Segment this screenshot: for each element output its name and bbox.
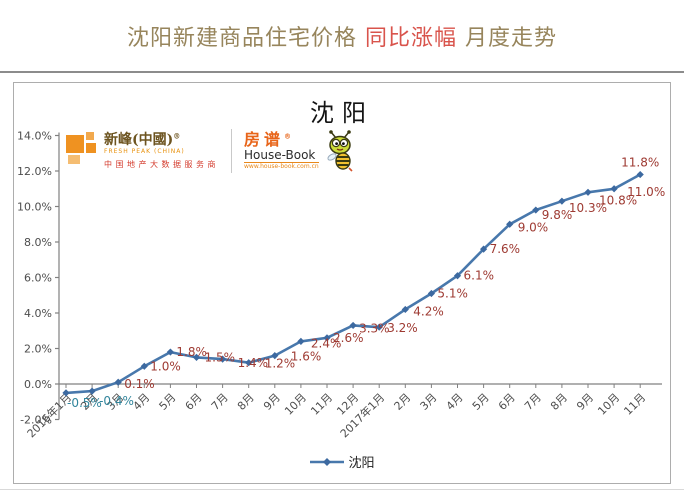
y-axis-tick-label: 10.0% [17,201,52,214]
x-axis-tick-label: 11月 [308,391,335,418]
data-point-label: 11.8% [621,156,659,170]
house-book-logo: 房谱® House-Book www.house-book.com.cn [244,130,359,172]
fresh-peak-name: 新峰(中國)® [104,131,181,149]
data-point-marker [506,220,514,228]
chart-legend: 沈阳 [14,452,670,471]
data-point-label: 1.4% [238,356,269,370]
data-point-label: 3.2% [387,321,418,335]
house-book-name: 房谱® [244,130,292,150]
x-axis-tick-label: 10月 [595,391,622,418]
house-book-subtitle: House-Book [244,147,316,162]
y-axis-tick-label: 14.0% [17,130,52,143]
data-point-label: 0.1% [124,377,155,391]
x-axis-tick-label: 9月 [574,391,596,413]
data-point-marker [636,170,644,179]
x-axis-tick-label: 6月 [496,391,518,413]
data-point-label: 10.3% [569,201,607,215]
x-axis-tick-label: 5月 [157,391,179,413]
data-point-label: 11.0% [627,185,665,199]
data-point-label: -0.4% [99,394,134,408]
data-point-label: 5.1% [437,286,468,300]
page-title-left: 沈阳新建商品住宅价格 [126,26,357,51]
data-point-label: 4.2% [413,304,444,318]
logo-area: 新峰(中國)® FRESH PEAK (CHINA) 中国地产大数据服务商 房谱… [66,129,359,173]
x-axis-tick-label: 5月 [470,391,492,413]
x-axis-tick-label: 2月 [392,391,414,413]
y-axis-tick-label: -2.0% [20,414,52,427]
data-point-label: 3.3% [359,321,390,335]
x-axis-tick-label: 11月 [621,391,648,418]
x-axis-tick-label: 10月 [282,391,309,418]
data-point-marker [323,334,331,342]
data-point-marker [271,352,279,360]
fresh-peak-logo-text: 新峰(中國)® FRESH PEAK (CHINA) 中国地产大数据服务商 [104,132,219,169]
x-axis-tick-label: 7月 [209,391,231,413]
page-title: 沈阳新建商品住宅价格 同比涨幅 月度走势 [0,20,684,52]
x-axis-tick-label: 9月 [261,391,283,413]
data-point-label: 2.4% [311,336,342,350]
data-point-label: 7.6% [490,242,520,256]
fresh-peak-tagline: 中国地产大数据服务商 [104,160,219,170]
x-axis-tick-label: 4月 [444,391,466,413]
y-axis-tick-label: 6.0% [24,272,52,285]
x-axis-tick-label: 8月 [235,391,257,413]
line-chart-plot: 14.0% 12.0% 10.0% 8.0% 6.0% 4.0% 2.0% 0.0% -2.0%… [17,130,665,441]
fresh-peak-subtitle: FRESH PEAK (CHINA) [104,147,185,155]
data-point-marker [114,378,122,386]
x-axis-tick-label: 3月 [418,391,440,413]
data-point-marker [610,185,618,193]
page-title-right: 月度走势 [465,26,558,51]
data-point-marker [349,321,357,330]
chart-title: 沈阳 [310,99,374,127]
data-point-marker [480,245,488,253]
data-point-marker [166,348,174,356]
legend-line-marker-icon [310,457,345,466]
y-axis-tick-label: 12.0% [17,165,52,178]
data-point-label: 9.8% [542,208,573,222]
data-point-label: 9.0% [518,220,549,234]
title-separator-line [0,71,684,73]
fresh-peak-logo: 新峰(中國)® FRESH PEAK (CHINA) 中国地产大数据服务商 [66,132,219,169]
data-point-label: -0.5% [67,396,102,410]
data-point-label: 10.8% [599,193,637,207]
bee-mascot-icon [327,130,353,172]
y-axis-tick-label: 0.0% [24,378,52,391]
data-point-label: 1.0% [150,359,181,373]
data-point-marker [532,206,540,214]
chart-container: 14.0% 12.0% 10.0% 8.0% 6.0% 4.0% 2.0% 0.0% -2.0%… [13,82,671,484]
data-point-marker [558,197,566,205]
x-axis-tick-label: 6月 [183,391,205,413]
data-point-marker [219,355,227,363]
y-axis-tick-label: 4.0% [24,307,52,320]
data-point-label: 1.2% [265,357,296,371]
data-point-marker [62,389,70,397]
legend-series-label: 沈阳 [348,456,375,471]
data-point-label: 1.6% [291,350,322,364]
data-point-marker [584,188,592,196]
data-point-marker [88,387,96,395]
data-point-marker [427,289,435,298]
data-point-label: 6.1% [464,269,495,283]
y-axis-tick-label: 2.0% [24,343,52,356]
data-point-marker [245,359,253,367]
page-title-highlight: 同比涨幅 [364,26,457,51]
data-point-marker [375,323,383,331]
x-axis-tick-label: 8月 [548,391,570,413]
data-point-label: 1.8% [176,345,207,359]
data-point-marker [401,305,409,314]
x-axis-tick-label: 7月 [522,391,544,413]
logo-divider [231,129,232,173]
data-point-marker [297,337,305,345]
data-point-label: 2.6% [333,331,364,345]
bottom-separator-line [0,489,684,490]
data-point-label: 1.5% [205,350,236,364]
data-point-marker [192,353,201,361]
house-book-url: www.house-book.com.cn [244,162,319,171]
data-point-marker [140,362,148,370]
house-book-logo-text: 房谱® House-Book www.house-book.com.cn [244,131,319,170]
fresh-peak-logo-icon [66,132,96,165]
y-axis-tick-label: 8.0% [24,236,52,249]
